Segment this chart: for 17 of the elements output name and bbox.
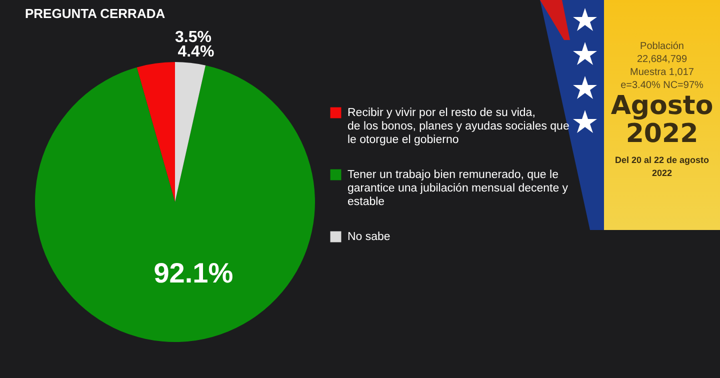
legend-label: No sabe	[348, 230, 390, 243]
pie-slice	[175, 62, 206, 202]
text: 22,684,799	[636, 53, 688, 66]
data-label: 4.4%	[178, 43, 214, 60]
text: Agosto	[610, 91, 714, 121]
data-label: 3.5%	[174, 29, 212, 46]
text: Población	[639, 40, 685, 53]
text: 2022	[626, 119, 698, 149]
legend-label: Tener un trabajo bien remunerado, que le garantice una jubilación mensual decente y estable	[348, 168, 568, 208]
data-label: 92.1%	[154, 258, 234, 289]
pie-slice	[136, 62, 175, 202]
text: e=3.40% NC=97%	[620, 79, 704, 92]
text: Muestra 1,017	[629, 66, 695, 79]
legend-label: Recibir y vivir por el resto de su vida, de los bonos, planes y ayudas sociales que le otorgue el gobierno	[348, 106, 570, 146]
text: Del 20 al 22 de agosto 2022	[614, 154, 710, 180]
pie-slice	[35, 65, 315, 342]
chart-title: PREGUNTA CERRADA	[25, 6, 166, 21]
